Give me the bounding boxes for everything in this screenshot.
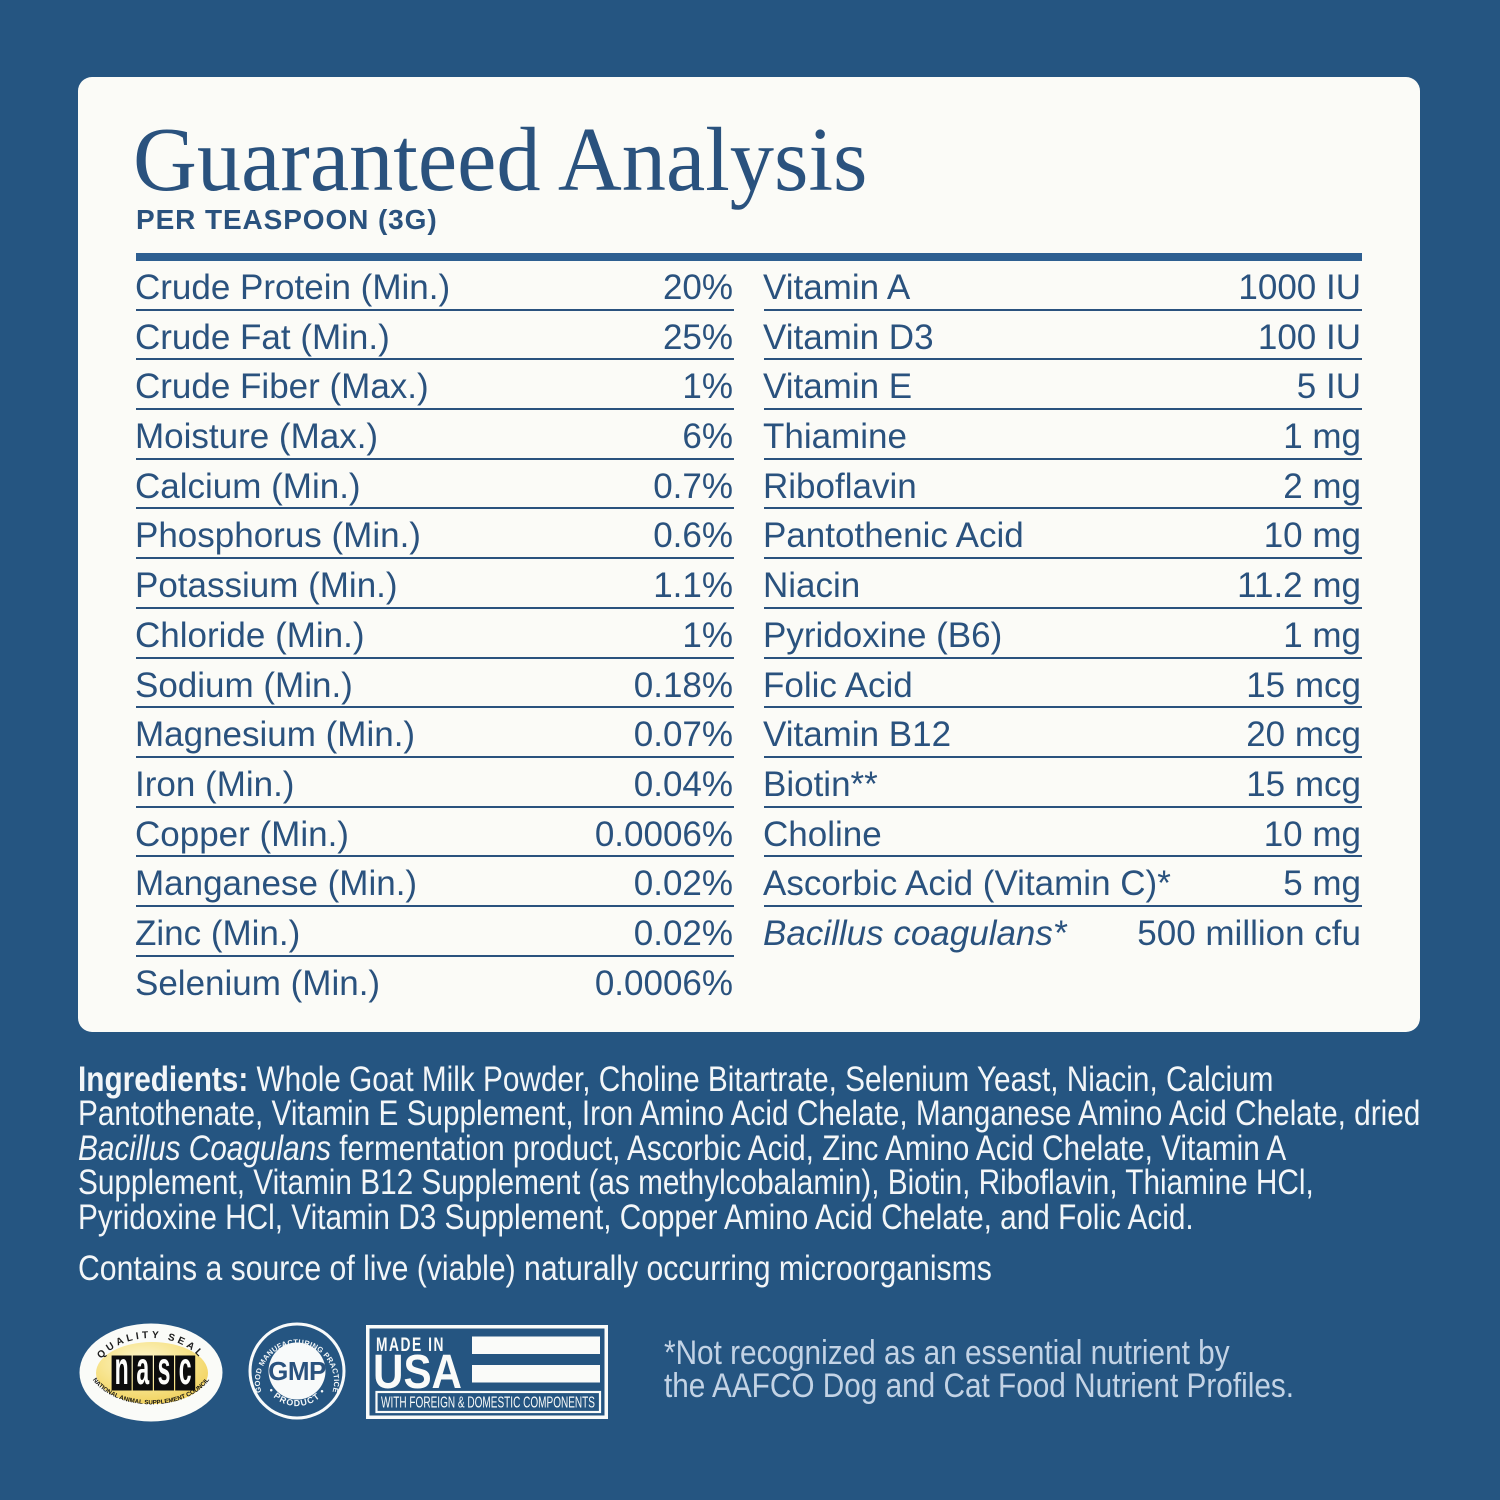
svg-text:GMP: GMP: [268, 1356, 326, 1386]
svg-text:c: c: [179, 1342, 192, 1394]
svg-text:WITH FOREIGN & DOMESTIC COMPON: WITH FOREIGN & DOMESTIC COMPONENTS: [381, 1395, 595, 1412]
svg-text:n: n: [115, 1342, 129, 1394]
svg-text:MADE IN: MADE IN: [376, 1334, 445, 1356]
svg-text:s: s: [158, 1342, 171, 1394]
svg-text:a: a: [136, 1342, 149, 1394]
svg-text:USA: USA: [373, 1346, 462, 1399]
